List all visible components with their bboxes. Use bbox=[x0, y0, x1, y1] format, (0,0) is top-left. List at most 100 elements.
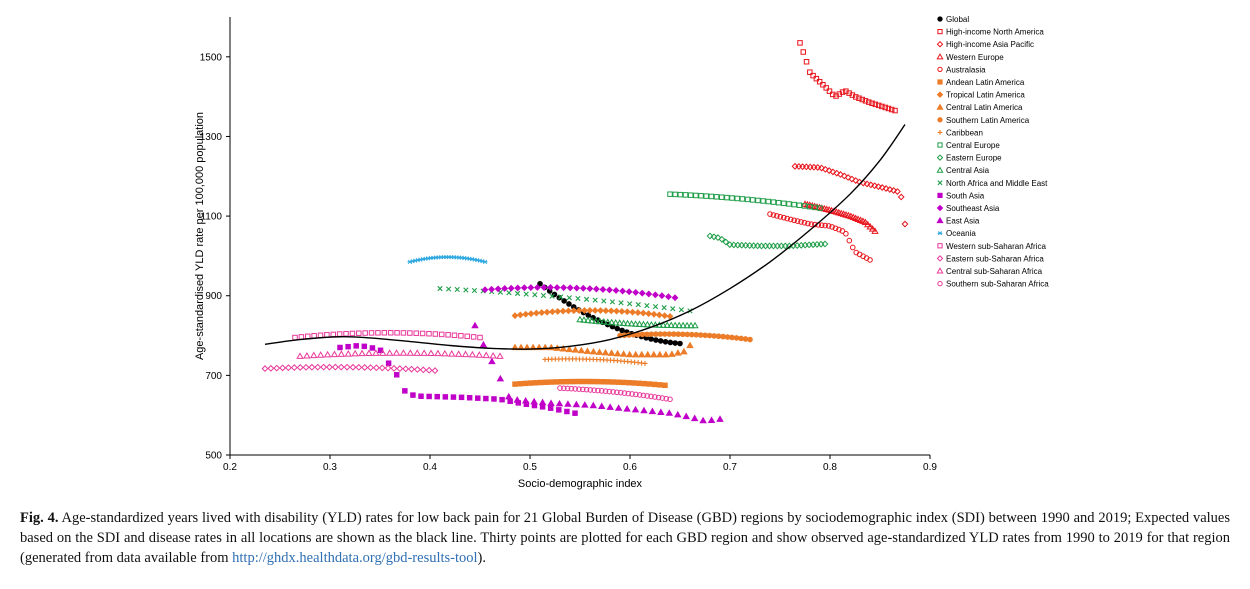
data-point bbox=[620, 379, 627, 386]
data-point bbox=[635, 302, 641, 308]
data-point bbox=[661, 312, 669, 320]
data-point bbox=[345, 343, 351, 350]
data-point bbox=[310, 351, 318, 359]
data-point bbox=[733, 335, 740, 341]
data-point bbox=[633, 391, 639, 398]
data-point bbox=[581, 307, 588, 314]
data-point bbox=[729, 334, 735, 341]
y-tick-label: 500 bbox=[205, 451, 222, 462]
data-point bbox=[438, 331, 445, 338]
data-point bbox=[571, 346, 580, 353]
data-point bbox=[564, 400, 572, 407]
data-point bbox=[591, 387, 597, 394]
data-point bbox=[662, 382, 668, 389]
legend-label: Western Europe bbox=[946, 53, 1004, 62]
data-point bbox=[747, 336, 753, 343]
data-point bbox=[481, 286, 489, 294]
data-point bbox=[856, 95, 862, 101]
data-point bbox=[532, 309, 540, 317]
legend: Global High-income North America High-inco… bbox=[936, 15, 1049, 289]
data-point bbox=[521, 396, 530, 404]
data-point bbox=[765, 198, 772, 205]
data-point bbox=[875, 102, 882, 109]
data-point bbox=[644, 303, 650, 309]
data-point bbox=[619, 319, 628, 327]
data-point bbox=[627, 319, 636, 327]
series-central-latin-america bbox=[511, 341, 694, 358]
data-point bbox=[786, 201, 792, 207]
data-point bbox=[672, 191, 678, 198]
x-tick-label: 0.7 bbox=[723, 462, 737, 473]
legend-marker bbox=[936, 216, 944, 224]
data-point bbox=[820, 82, 826, 88]
data-point bbox=[715, 333, 722, 340]
data-point bbox=[675, 331, 682, 337]
legend-label: High-income North America bbox=[946, 28, 1044, 37]
data-point bbox=[343, 330, 349, 337]
data-point bbox=[687, 192, 694, 198]
data-point bbox=[517, 381, 523, 387]
series-east-asia bbox=[471, 321, 724, 424]
data-point bbox=[610, 389, 616, 395]
data-point bbox=[399, 349, 408, 356]
data-point bbox=[557, 385, 563, 391]
legend-label: Central Asia bbox=[946, 166, 990, 175]
data-point bbox=[686, 341, 694, 349]
data-point bbox=[568, 385, 575, 392]
data-point bbox=[331, 363, 339, 371]
data-point bbox=[543, 379, 549, 386]
data-point bbox=[623, 319, 632, 327]
data-point bbox=[852, 177, 860, 184]
data-point bbox=[575, 295, 581, 302]
data-point bbox=[601, 348, 610, 356]
data-point bbox=[662, 331, 668, 337]
data-point bbox=[656, 350, 664, 358]
data-point bbox=[646, 381, 653, 387]
data-point bbox=[821, 165, 829, 173]
data-point bbox=[671, 321, 679, 329]
data-point bbox=[419, 366, 427, 374]
data-point bbox=[623, 405, 631, 412]
data-point bbox=[813, 75, 820, 82]
data-point bbox=[801, 203, 808, 209]
data-point bbox=[684, 331, 691, 338]
data-point bbox=[337, 363, 345, 371]
data-point bbox=[862, 98, 869, 104]
scatter-chart: 0.2 0.3 0.4 0.5 0.6 0.7 0.8 0.9 500 700 900 1100 130… bbox=[194, 15, 1049, 490]
data-point bbox=[716, 415, 724, 422]
data-point bbox=[682, 412, 690, 420]
data-point bbox=[555, 399, 564, 407]
data-point bbox=[595, 348, 604, 355]
data-point bbox=[837, 171, 844, 178]
data-point bbox=[871, 182, 879, 190]
legend-marker bbox=[936, 103, 944, 110]
data-point bbox=[482, 351, 490, 359]
data-point bbox=[781, 200, 787, 207]
legend-label: Southeast Asia bbox=[946, 204, 1000, 213]
data-point bbox=[464, 333, 470, 340]
legend-marker bbox=[937, 130, 943, 135]
data-point bbox=[724, 194, 730, 201]
data-point bbox=[655, 394, 662, 401]
data-point bbox=[636, 380, 642, 387]
data-point bbox=[583, 296, 590, 302]
data-point bbox=[679, 331, 686, 338]
data-point bbox=[707, 416, 716, 423]
data-point bbox=[897, 193, 905, 201]
data-point bbox=[867, 257, 873, 263]
data-point bbox=[402, 365, 410, 373]
data-point bbox=[839, 89, 846, 95]
data-point bbox=[755, 197, 761, 204]
expected-line bbox=[264, 124, 906, 350]
x-tick-label: 0.4 bbox=[423, 462, 437, 473]
data-point bbox=[670, 331, 677, 337]
data-point bbox=[475, 351, 484, 358]
data-point bbox=[592, 285, 600, 293]
legend-marker bbox=[937, 66, 943, 73]
series-oceania bbox=[407, 254, 488, 265]
data-point bbox=[609, 299, 616, 305]
legend-item: South Asia bbox=[937, 191, 985, 200]
data-point bbox=[861, 218, 870, 226]
data-point bbox=[625, 350, 634, 358]
data-source-link[interactable]: http://ghdx.healthdata.org/gbd-results-t… bbox=[232, 550, 478, 566]
